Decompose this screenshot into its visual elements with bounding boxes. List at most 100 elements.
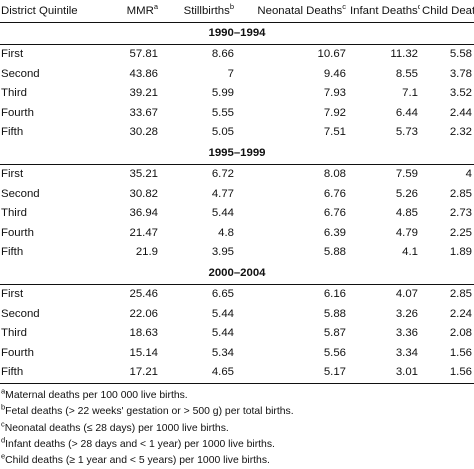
table-row: Second 22.06 5.44 5.88 3.26 2.24 — [0, 305, 474, 325]
cell-infant-deaths: 4.07 — [395, 287, 418, 300]
cell-infant-deaths: 8.55 — [395, 67, 418, 80]
cell-neonatal-deaths: 7.51 — [323, 126, 346, 139]
cell-stillbirths: 8.66 — [211, 48, 234, 60]
footnote: eChild deaths (≥ 1 year and < 5 years) p… — [1, 452, 474, 469]
cell-child-deaths: 2.08 — [449, 327, 472, 340]
footnote-marker: c — [342, 2, 346, 12]
footnote: cNeonatal deaths (≤ 28 days) per 1000 li… — [1, 420, 474, 437]
header-mmr: MMRa — [112, 1, 160, 23]
cell-neonatal-deaths: 7.93 — [323, 87, 346, 100]
cell-child-deaths: 4 — [465, 167, 472, 180]
period-row: 1990–1994 — [0, 22, 474, 45]
footnote-marker: b — [1, 402, 6, 412]
cell-infant-deaths: 6.44 — [395, 106, 418, 119]
cell-mmr: 15.14 — [129, 346, 158, 359]
cell-quintile: First — [1, 167, 24, 180]
cell-infant-deaths: 4.85 — [395, 207, 418, 220]
table-body: 1990–1994 First 57.81 8.66 10.67 11.32 5.58 Sec… — [0, 22, 474, 384]
cell-mmr: 57.81 — [129, 48, 158, 60]
table-row: Third 18.63 5.44 5.87 3.36 2.08 — [0, 324, 474, 344]
cell-neonatal-deaths: 8.08 — [323, 167, 346, 180]
table-row: Third 39.21 5.99 7.93 7.1 3.52 — [0, 84, 474, 104]
table-row: Third 36.94 5.44 6.76 4.85 2.73 — [0, 204, 474, 224]
cell-neonatal-deaths: 10.67 — [317, 48, 346, 60]
footnote: dInfant deaths (> 28 days and < 1 year) … — [1, 436, 474, 453]
cell-quintile: Fourth — [1, 346, 34, 359]
cell-mmr: 35.21 — [129, 167, 158, 180]
cell-neonatal-deaths: 6.76 — [323, 207, 346, 220]
header-child-deaths: Child Deathse — [420, 1, 474, 23]
cell-neonatal-deaths: 9.46 — [323, 67, 346, 80]
cell-quintile: Second — [1, 187, 40, 200]
header-infant-deaths: Infant Deathsd — [348, 1, 420, 23]
cell-infant-deaths: 3.01 — [348, 363, 420, 384]
cell-neonatal-deaths: 6.16 — [323, 287, 346, 300]
cell-stillbirths: 5.44 — [211, 207, 234, 220]
cell-stillbirths: 5.99 — [211, 87, 234, 100]
footnote-marker: b — [229, 2, 234, 12]
header-label: District Quintile — [1, 5, 78, 17]
header-label: Child Deaths — [422, 5, 474, 17]
cell-infant-deaths: 3.26 — [395, 307, 418, 320]
cell-infant-deaths: 5.73 — [395, 126, 418, 139]
cell-mmr: 30.82 — [129, 187, 158, 200]
cell-child-deaths: 2.32 — [449, 126, 472, 139]
table-row: First 35.21 6.72 8.08 7.59 4 — [0, 164, 474, 184]
cell-quintile: Fourth — [1, 226, 34, 239]
cell-neonatal-deaths: 5.56 — [323, 346, 346, 359]
cell-quintile: Fifth — [1, 126, 24, 139]
cell-child-deaths: 2.85 — [449, 187, 472, 200]
cell-neonatal-deaths: 6.39 — [323, 226, 346, 239]
cell-stillbirths: 5.55 — [211, 106, 234, 119]
cell-mmr: 36.94 — [129, 207, 158, 220]
cell-neonatal-deaths: 6.76 — [323, 187, 346, 200]
footnote-marker: d — [418, 2, 420, 11]
footnote-text: Infant deaths (> 28 days and < 1 year) p… — [5, 438, 275, 450]
cell-child-deaths: 1.56 — [420, 363, 474, 384]
cell-infant-deaths: 4.1 — [402, 246, 418, 259]
footnote-text: Maternal deaths per 100 000 live births. — [5, 389, 188, 401]
cell-mmr: 25.46 — [129, 287, 158, 300]
cell-stillbirths: 5.05 — [211, 126, 234, 139]
mortality-table: District Quintile MMRa Stillbirthsb Neonata… — [0, 1, 474, 384]
table-row: Fifth 17.21 4.65 5.17 3.01 1.56 — [0, 363, 474, 384]
header-row: District Quintile MMRa Stillbirthsb Neonata… — [0, 1, 474, 23]
cell-mmr: 21.9 — [135, 246, 158, 259]
cell-infant-deaths: 3.34 — [395, 346, 418, 359]
header-label: MMR — [126, 5, 154, 17]
header-district-quintile: District Quintile — [0, 1, 112, 23]
cell-infant-deaths: 5.26 — [395, 187, 418, 200]
cell-neonatal-deaths: 5.88 — [323, 246, 346, 259]
cell-child-deaths: 3.52 — [449, 87, 472, 100]
cell-quintile: Third — [1, 327, 27, 340]
period-row: 1995–1999 — [0, 142, 474, 165]
cell-child-deaths: 3.78 — [449, 67, 472, 80]
cell-stillbirths: 4.77 — [211, 187, 234, 200]
cell-child-deaths: 2.24 — [449, 307, 472, 320]
table-row: First 57.81 8.66 10.67 11.32 5.58 — [0, 45, 474, 65]
cell-stillbirths: 7 — [227, 67, 234, 80]
cell-infant-deaths: 7.59 — [395, 167, 418, 180]
header-label: Neonatal Deaths — [257, 5, 343, 17]
cell-infant-deaths: 11.32 — [390, 48, 418, 60]
footnote-text: Neonatal deaths (≤ 28 days) per 1000 liv… — [4, 422, 229, 434]
cell-mmr: 21.47 — [129, 226, 158, 239]
table-row: Second 43.86 7 9.46 8.55 3.78 — [0, 65, 474, 85]
cell-child-deaths: 2.44 — [449, 106, 472, 119]
cell-infant-deaths: 4.79 — [395, 226, 418, 239]
cell-stillbirths: 5.44 — [211, 327, 234, 340]
footnote-text: Child deaths (≥ 1 year and < 5 years) pe… — [5, 455, 270, 467]
period-heading: 2000–2004 — [0, 262, 474, 285]
cell-stillbirths: 4.65 — [160, 363, 236, 384]
table-row: Fifth 21.9 3.95 5.88 4.1 1.89 — [0, 243, 474, 263]
cell-stillbirths: 6.65 — [211, 287, 234, 300]
cell-stillbirths: 4.8 — [218, 226, 234, 239]
table-row: Fourth 33.67 5.55 7.92 6.44 2.44 — [0, 104, 474, 124]
cell-mmr: 43.86 — [129, 67, 158, 80]
table-header: District Quintile MMRa Stillbirthsb Neonata… — [0, 1, 474, 23]
cell-quintile: Second — [1, 67, 40, 80]
cell-mmr: 39.21 — [129, 87, 158, 100]
cell-child-deaths: 2.25 — [449, 226, 472, 239]
table-row: Fourth 21.47 4.8 6.39 4.79 2.25 — [0, 224, 474, 244]
cell-child-deaths: 1.56 — [449, 346, 472, 359]
